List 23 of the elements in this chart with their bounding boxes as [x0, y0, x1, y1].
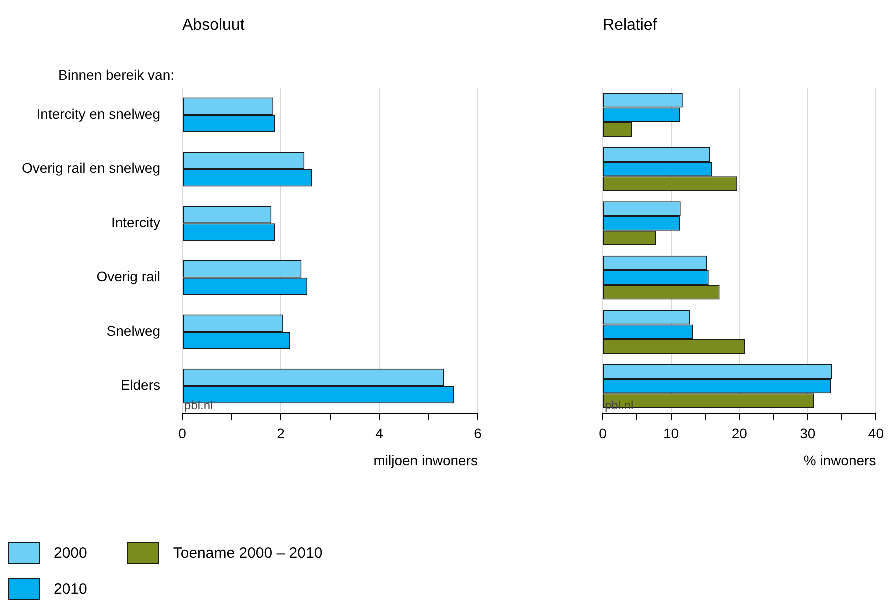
- x-tick-label: 30: [800, 426, 816, 442]
- x-tick-label: 20: [732, 426, 748, 442]
- y-tick-label: Overig rail en snelweg: [22, 160, 161, 176]
- chart-title: Absoluut: [182, 17, 246, 34]
- x-tick-label: 10: [664, 426, 680, 442]
- legend-label: Toename 2000 – 2010: [173, 544, 323, 562]
- x-axis-title: % inwoners: [804, 452, 876, 468]
- x-axis-title: miljoen inwoners: [374, 452, 478, 468]
- x-tick-label: 4: [376, 426, 384, 442]
- y-tick-label: Elders: [120, 377, 161, 394]
- x-tick-label: 6: [474, 426, 482, 442]
- y-tick-label: Intercity: [111, 214, 161, 230]
- legend-label: 2010: [54, 580, 88, 598]
- y-axis-title: Binnen bereik van:: [58, 67, 175, 83]
- y-tick-label: Snelweg: [106, 322, 161, 339]
- chart-title: Relatief: [603, 17, 658, 34]
- x-tick-label: 40: [868, 426, 884, 442]
- x-tick-label: 0: [599, 426, 608, 442]
- legend-label: 2000: [54, 544, 88, 562]
- x-tick-label: 0: [178, 426, 187, 442]
- y-tick-label: Intercity en snelweg: [36, 106, 161, 122]
- x-tick-label: 2: [277, 426, 286, 442]
- y-tick-label: Overig rail: [96, 268, 161, 285]
